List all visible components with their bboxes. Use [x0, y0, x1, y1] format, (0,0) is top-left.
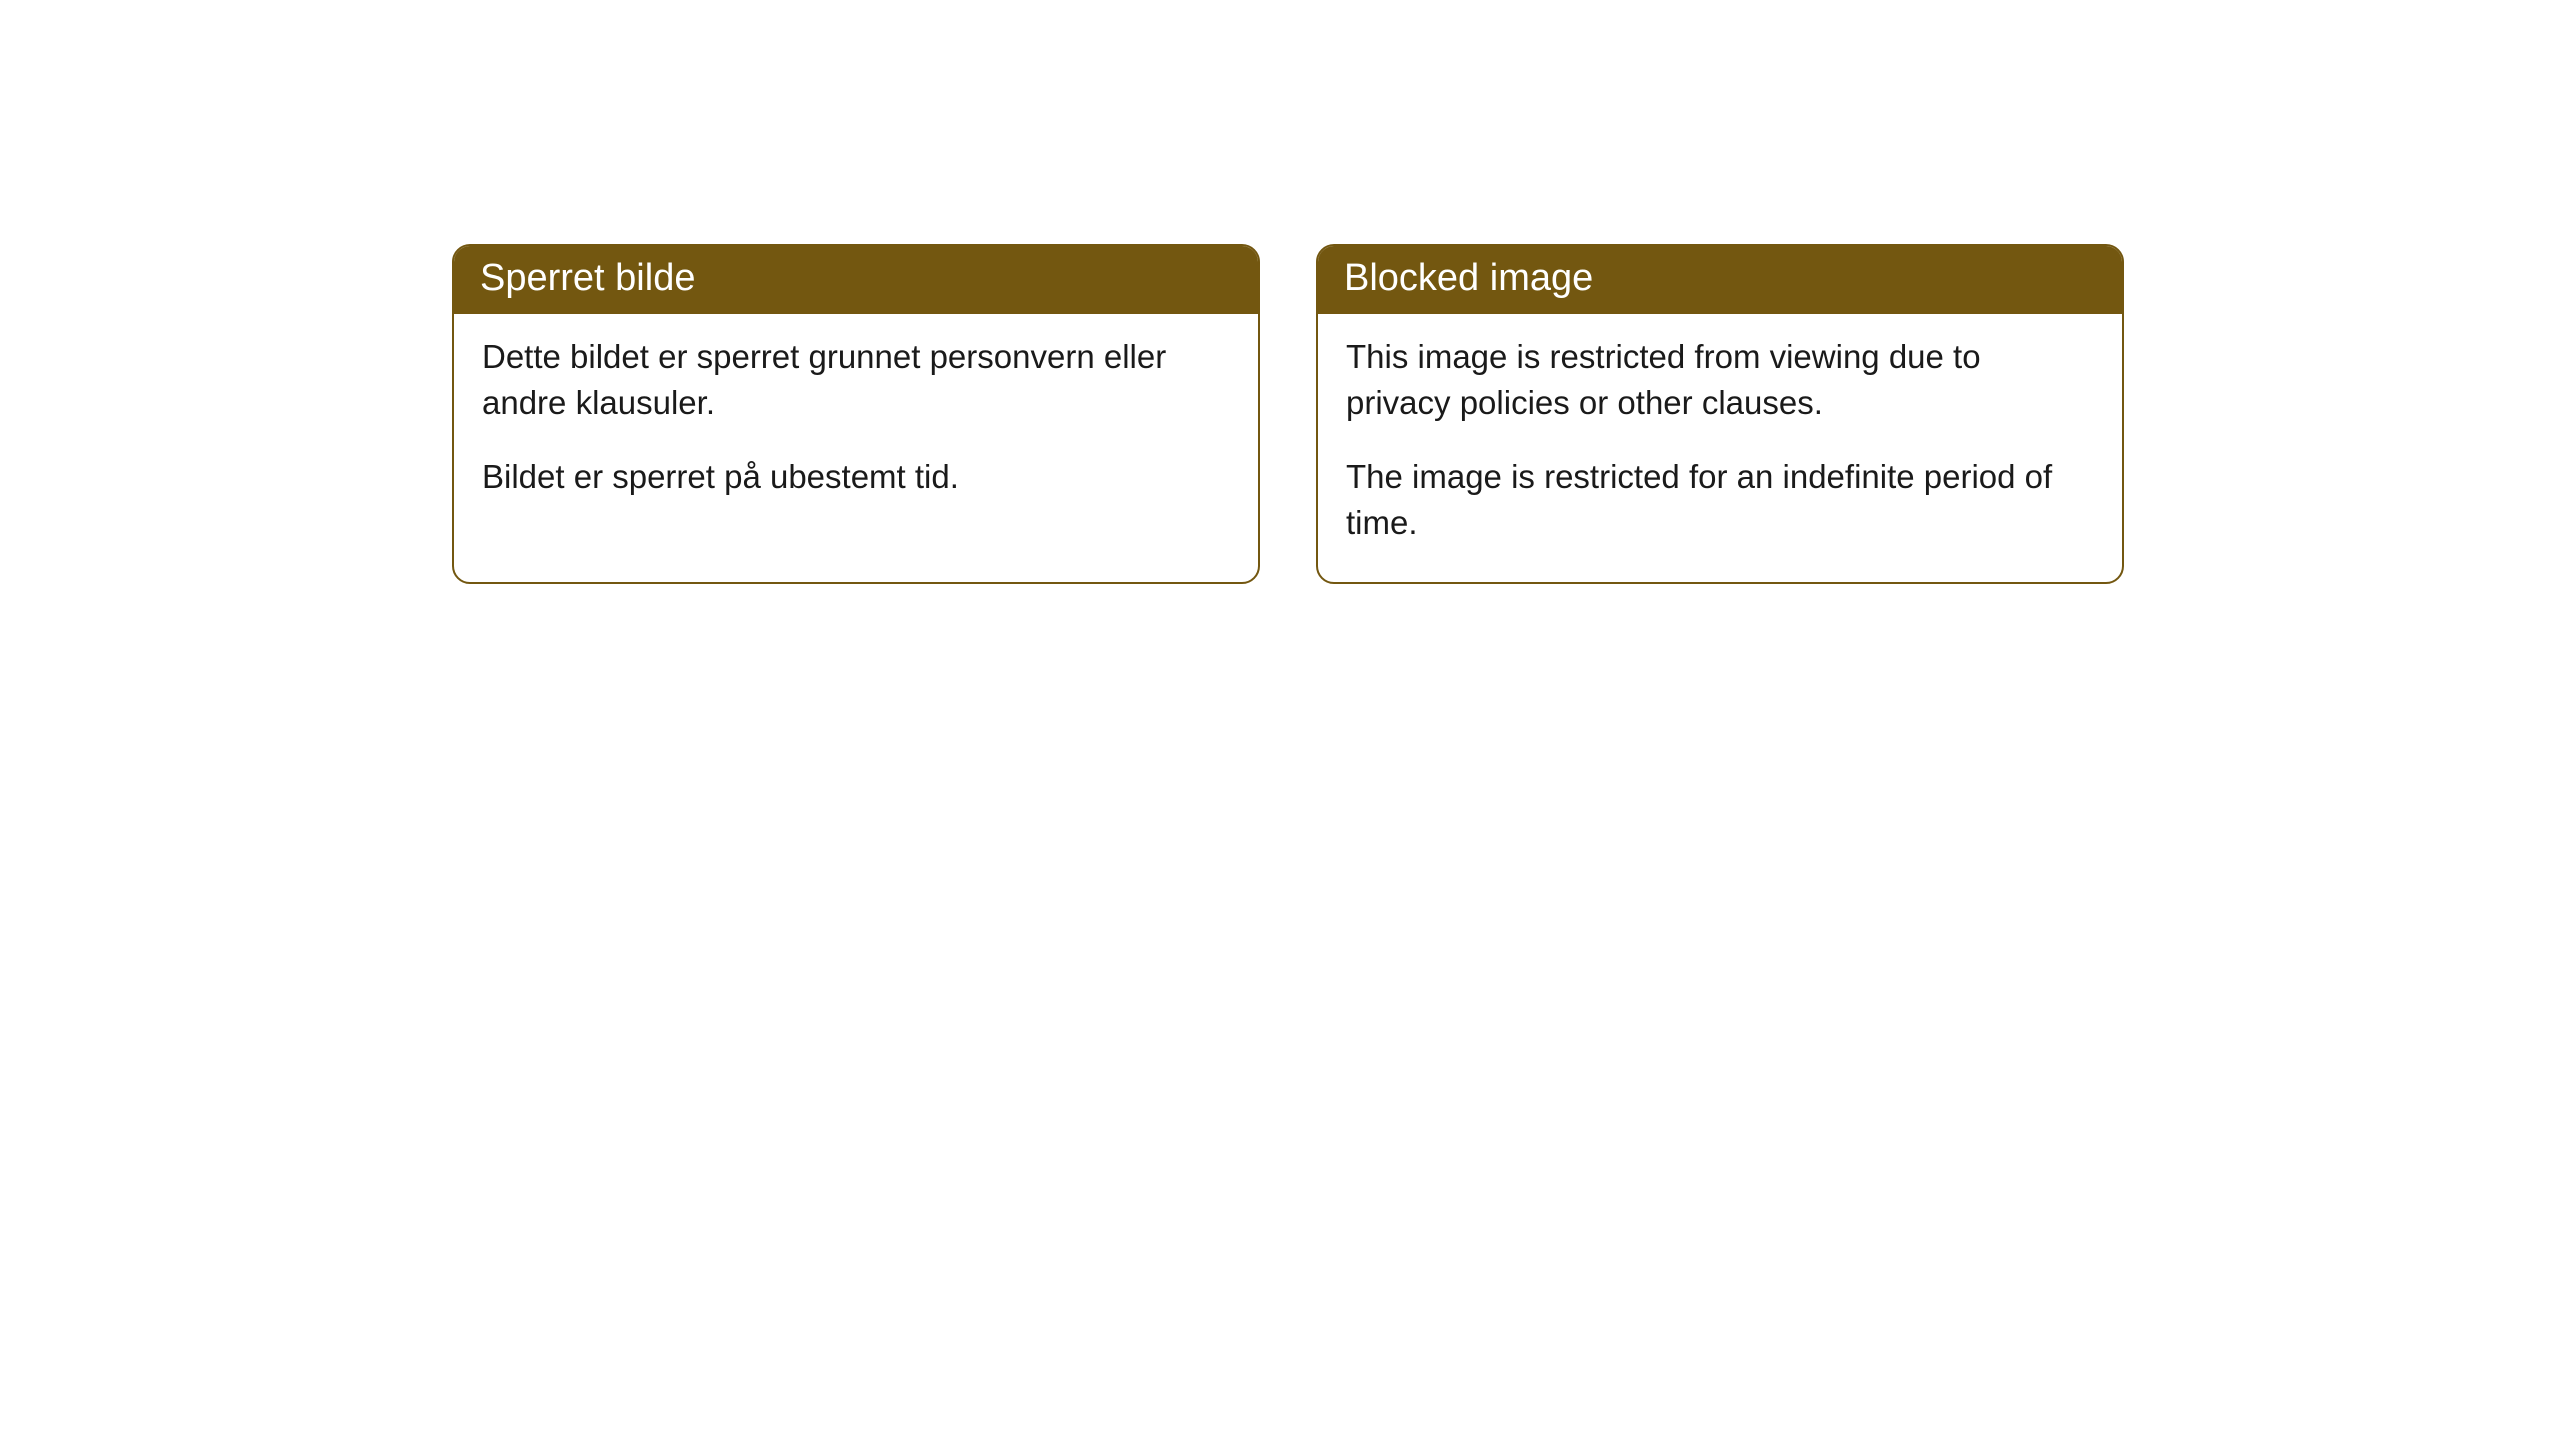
blocked-image-card-norwegian: Sperret bilde Dette bildet er sperret gr…: [452, 244, 1260, 584]
notice-paragraph-1-english: This image is restricted from viewing du…: [1346, 334, 2094, 426]
card-body-norwegian: Dette bildet er sperret grunnet personve…: [454, 314, 1258, 537]
card-header-english: Blocked image: [1318, 246, 2122, 314]
card-body-english: This image is restricted from viewing du…: [1318, 314, 2122, 583]
notice-paragraph-2-english: The image is restricted for an indefinit…: [1346, 454, 2094, 546]
notice-paragraph-2-norwegian: Bildet er sperret på ubestemt tid.: [482, 454, 1230, 500]
card-header-norwegian: Sperret bilde: [454, 246, 1258, 314]
blocked-image-card-english: Blocked image This image is restricted f…: [1316, 244, 2124, 584]
notice-paragraph-1-norwegian: Dette bildet er sperret grunnet personve…: [482, 334, 1230, 426]
notice-cards-container: Sperret bilde Dette bildet er sperret gr…: [452, 244, 2124, 584]
